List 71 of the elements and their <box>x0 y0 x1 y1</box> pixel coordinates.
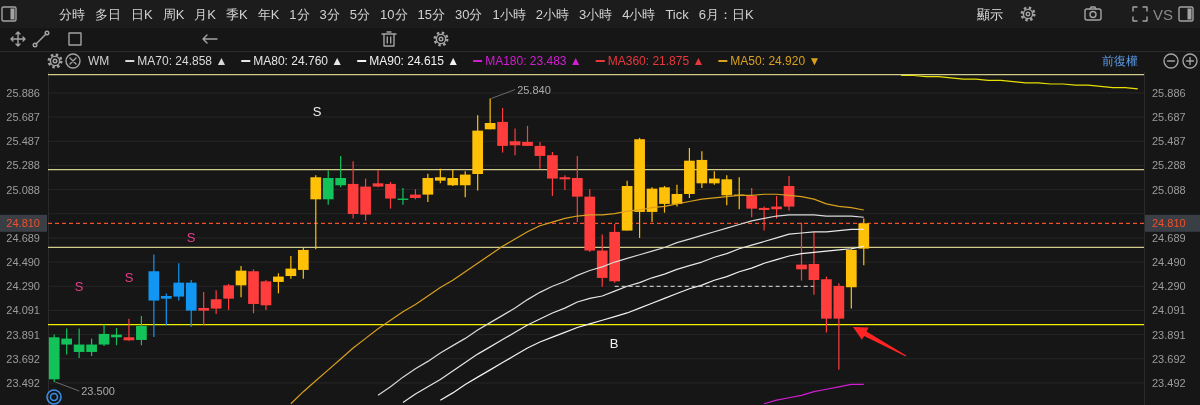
line-series <box>900 74 1139 90</box>
annotation: S <box>186 229 196 245</box>
text: 前復權 <box>1102 54 1138 68</box>
annotation: S <box>124 269 134 285</box>
legend-item: MA70: 24.858 ▲ <box>124 54 228 68</box>
candlestick <box>484 97 496 130</box>
annotation: S <box>312 103 322 119</box>
y2-tick-label: 23.492 <box>1152 376 1186 389</box>
y2-tick-label: 23.891 <box>1152 328 1186 341</box>
candlestick <box>808 231 820 296</box>
text: 23.500 <box>81 384 115 397</box>
candlestick <box>223 283 234 311</box>
line-series <box>763 383 865 405</box>
legend-item: MA90: 24.615 ▲ <box>356 54 460 68</box>
candlestick <box>522 125 533 147</box>
line-series <box>377 214 865 396</box>
candlestick <box>260 279 272 311</box>
candlestick <box>98 323 110 347</box>
y-tick-label: 23.891 <box>6 328 40 341</box>
y2-tick-label: 23.692 <box>1152 352 1186 365</box>
y2-tick-label: 25.288 <box>1152 159 1186 172</box>
y2-tick-label: 24.091 <box>1152 304 1186 317</box>
legend-item: MA360: 21.875 ▲ <box>594 54 705 68</box>
y-tick-label: 23.492 <box>6 376 40 389</box>
y2-tick-label: 24.290 <box>1152 280 1186 293</box>
annotation: B <box>609 335 619 351</box>
candlestick <box>559 174 571 191</box>
y-tick-label: 25.088 <box>6 183 40 196</box>
candlestick <box>497 107 508 154</box>
legend-item: MA80: 24.760 ▲ <box>240 54 344 68</box>
candlestick <box>758 205 770 232</box>
y-tick-label: 24.689 <box>6 231 40 244</box>
y-tick-label: 25.886 <box>6 86 40 99</box>
legend-title: WM <box>88 54 110 68</box>
y-tick-label: 24.091 <box>6 304 40 317</box>
candlestick <box>198 291 210 326</box>
y2-tick-label: 25.687 <box>1152 111 1186 124</box>
candlestick <box>547 151 558 197</box>
y-tick-label: 25.487 <box>6 135 40 148</box>
legend-item: MA180: 23.483 ▲ <box>472 54 582 68</box>
y2-tick-label: 25.886 <box>1152 86 1186 99</box>
candlestick <box>571 155 583 223</box>
candlestick <box>459 170 471 198</box>
candlestick <box>534 141 546 170</box>
candlestick <box>509 127 521 156</box>
candlestick <box>372 169 384 188</box>
y2-tick-label: 24.689 <box>1152 231 1186 244</box>
toolbar: 分時 多日 日K 周K 月K 季K 年K 1分 3分 5分 10分 15分 30分 1小時 2小時 3小時 4小時 Tick 6月：日K 顯示 VS <box>0 0 1200 28</box>
y2-tick-label: 25.487 <box>1152 135 1186 148</box>
candlestick <box>123 318 135 342</box>
candlestick <box>659 185 670 214</box>
y-tick-label: 23.692 <box>6 352 40 365</box>
y-tick-label: 25.687 <box>6 111 40 124</box>
candlestick <box>385 181 396 210</box>
candlestick <box>297 247 309 280</box>
y2-tick-label: 25.088 <box>1152 183 1186 196</box>
candlestick <box>746 187 758 218</box>
candlestick <box>136 315 147 346</box>
y2-tick-label: 24.490 <box>1152 256 1186 269</box>
y-tick-label: 24.290 <box>6 280 40 293</box>
candlestick <box>696 150 708 189</box>
annotation: S <box>74 278 84 294</box>
legend-item: MA50: 24.920 ▼ <box>717 54 821 68</box>
text: 25.840 <box>517 83 551 96</box>
candlestick <box>273 272 284 294</box>
y-tick-label: 25.288 <box>6 159 40 172</box>
candlestick <box>210 289 222 315</box>
candlestick <box>422 173 434 203</box>
ref-line-label: 24.810 <box>6 217 40 230</box>
candlestick <box>310 174 322 250</box>
y-tick-label: 24.490 <box>6 256 40 269</box>
